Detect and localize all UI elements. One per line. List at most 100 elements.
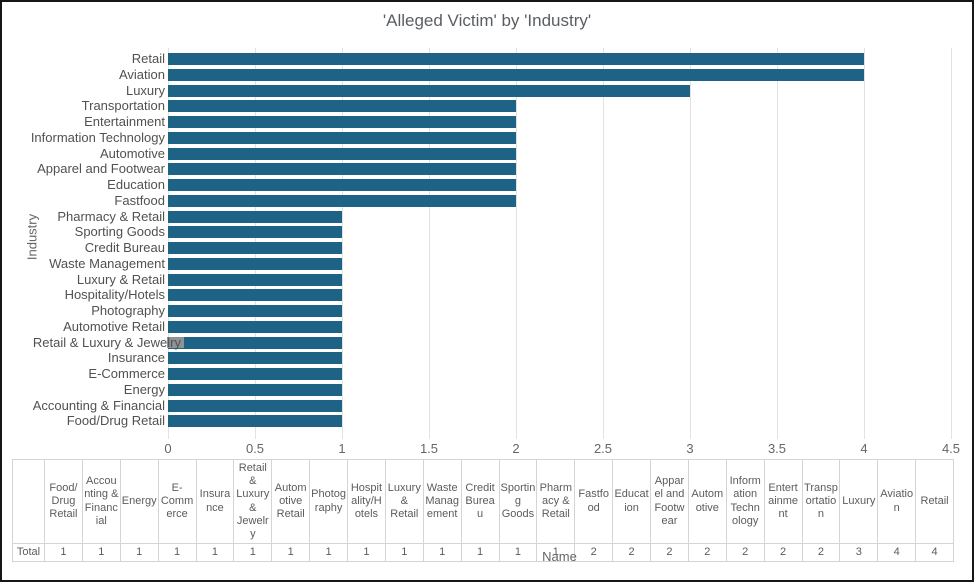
- table-column-header: Pharmacy & Retail: [536, 458, 576, 545]
- table-column-header: Insurance: [195, 458, 235, 545]
- chart-bar[interactable]: [168, 257, 342, 270]
- chart-bar[interactable]: [168, 352, 342, 365]
- table-column-header: Automotive Retail: [271, 458, 311, 545]
- category-label: Credit Bureau: [84, 240, 165, 255]
- table-column-header: Accounting & Financial: [81, 458, 121, 545]
- category-label: Luxury & Retail: [76, 271, 165, 287]
- category-label: Retail & Luxury & Jewelry: [32, 334, 181, 350]
- chart-bar[interactable]: [168, 179, 516, 191]
- category-label: Automotive Retail: [63, 318, 165, 334]
- category-label: Education: [107, 177, 165, 192]
- chart-bar[interactable]: [168, 163, 516, 176]
- table-column-header: Fastfood: [574, 458, 614, 545]
- chart-bar[interactable]: [168, 368, 342, 380]
- chart-bar[interactable]: [168, 100, 516, 113]
- chart-bar[interactable]: [168, 194, 516, 207]
- chart-bar[interactable]: [168, 305, 342, 317]
- gridline: [951, 48, 952, 439]
- table-column-header: Luxury & Retail: [384, 458, 424, 545]
- x-tick-label: 2: [512, 441, 520, 456]
- table-column-header: Transportation: [801, 458, 841, 545]
- table-total-cell: 1: [536, 543, 576, 563]
- chart-bar[interactable]: [168, 131, 516, 144]
- table-total-cell: 1: [233, 543, 273, 563]
- category-label: Transportation: [81, 98, 165, 114]
- table-column-header: Aviation: [877, 458, 917, 545]
- label-overflow-artifact: [167, 337, 184, 348]
- category-label: Apparel and Footwear: [37, 161, 165, 177]
- category-label: Automotive: [99, 145, 165, 161]
- x-tick-label: 4: [860, 441, 868, 456]
- x-tick-label: 1.5: [419, 441, 439, 456]
- table-total-cell: 4: [915, 543, 954, 563]
- table-column-header: Waste Management: [422, 458, 462, 545]
- chart-bar[interactable]: [168, 399, 342, 412]
- chart-bar[interactable]: [168, 84, 690, 97]
- chart-bar[interactable]: [168, 273, 342, 286]
- category-label: Accounting & Financial: [32, 397, 165, 413]
- category-label: Information Technology: [30, 129, 165, 145]
- table-total-cell: 1: [81, 543, 121, 563]
- chart-bar[interactable]: [168, 383, 342, 396]
- category-label: Retail: [131, 51, 165, 66]
- gridline: [516, 48, 517, 439]
- table-corner-cell: [12, 458, 45, 545]
- x-tick-label: 2.5: [593, 441, 613, 456]
- chart-bar[interactable]: [168, 242, 342, 254]
- category-label: Sporting Goods: [74, 224, 165, 240]
- category-label: Fastfood: [114, 192, 165, 208]
- x-tick-label: 3.5: [767, 441, 787, 456]
- gridline: [429, 48, 430, 439]
- table-total-row: Total 1 1 1 1 1 1 1 1 1 1 1 1 1 1 2 2 2 2 2 2 2 3 4 4: [12, 543, 954, 563]
- x-tick-label: 1: [338, 441, 346, 456]
- x-axis-title: Name: [542, 549, 577, 564]
- category-label: Photography: [91, 303, 165, 318]
- category-label: Aviation: [118, 66, 165, 82]
- x-tick-label: 0.5: [245, 441, 265, 456]
- chart-bar[interactable]: [168, 226, 342, 239]
- table-column-header: Apparel and Footwear: [650, 458, 689, 545]
- category-label: Entertainment: [84, 114, 165, 129]
- category-label: Insurance: [107, 350, 165, 366]
- x-tick-label: 4.5: [941, 441, 961, 456]
- gridline: [342, 48, 343, 439]
- chart-bar[interactable]: [168, 289, 342, 302]
- gridline: [777, 48, 778, 439]
- table-column-header: Sporting Goods: [498, 458, 538, 545]
- table-total-cell: 2: [650, 543, 689, 563]
- gridline: [603, 48, 604, 439]
- table-column-header: Food/Drug Retail: [44, 458, 83, 545]
- table-total-cell: 2: [687, 543, 727, 563]
- table-column-header: Information Technology: [725, 458, 765, 545]
- category-label: Food/Drug Retail: [66, 413, 165, 429]
- chart-bar[interactable]: [168, 210, 342, 223]
- chart-bar[interactable]: [168, 415, 342, 428]
- table-column-header: Retail & Luxury & Jewelry: [233, 458, 273, 545]
- summary-table: Food/Drug Retail Accounting & Financial En…: [12, 458, 954, 563]
- chart-bar[interactable]: [168, 68, 864, 81]
- chart-bar[interactable]: [168, 53, 864, 65]
- table-column-header: Retail: [915, 458, 954, 545]
- table-total-cell: 4: [877, 543, 917, 563]
- chart-bar[interactable]: [168, 336, 342, 349]
- x-tick-label: 0: [164, 441, 172, 456]
- category-label: Energy: [123, 381, 165, 397]
- gridline: [690, 48, 691, 439]
- table-row-label: Total: [12, 543, 45, 563]
- table-column-header: Automotive: [687, 458, 727, 545]
- table-column-header: Entertainment: [763, 458, 803, 545]
- x-tick-label: 3: [686, 441, 694, 456]
- table-header-row: Food/Drug Retail Accounting & Financial En…: [12, 458, 954, 545]
- chart-bar[interactable]: [168, 147, 516, 160]
- category-label: Luxury: [125, 82, 165, 98]
- category-label: Pharmacy & Retail: [57, 208, 165, 224]
- chart-title: 'Alleged Victim' by 'Industry': [382, 11, 592, 30]
- chart-bar[interactable]: [168, 116, 516, 128]
- table-column-header: E-Commerce: [157, 458, 197, 545]
- table-column-header: Hospitality/Hotels: [347, 458, 386, 545]
- table-column-header: Education: [612, 458, 651, 545]
- category-label: Waste Management: [49, 255, 165, 271]
- category-label: Hospitality/Hotels: [64, 287, 165, 303]
- chart-bar[interactable]: [168, 320, 342, 333]
